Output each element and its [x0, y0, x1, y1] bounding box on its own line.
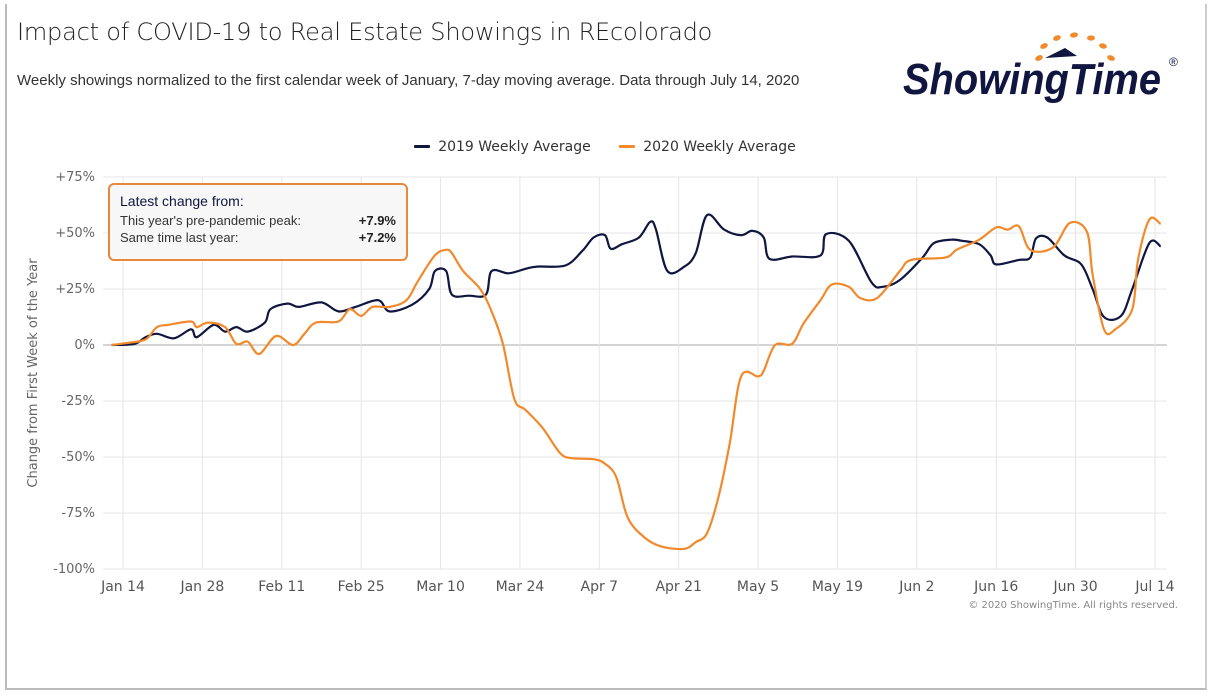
latest-change-label: Same time last year:	[120, 230, 239, 245]
x-tick-label: Jul 14	[1134, 579, 1174, 595]
x-tick-label: Apr 7	[581, 579, 619, 595]
y-tick-label: -75%	[61, 506, 95, 521]
x-tick-label: Jun 30	[1053, 579, 1098, 595]
legend-item-2020[interactable]: 2020 Weekly Average	[619, 139, 796, 155]
x-tick-label: Jun 2	[898, 579, 934, 595]
x-tick-label: Mar 10	[416, 579, 465, 595]
x-axis-labels: Jan 14 Jan 28 Feb 11 Feb 25 Mar 10 Mar 24 Apr …	[100, 579, 1175, 595]
latest-change-value: +7.9%	[358, 213, 396, 228]
copyright: © 2020 ShowingTime. All rights reserved.	[968, 600, 1178, 611]
logo-registered: ®	[1169, 55, 1178, 69]
x-tick-label: Feb 11	[258, 579, 305, 595]
logo-dots-icon	[1035, 32, 1115, 61]
y-axis-title: Change from First Week of the Year	[26, 258, 41, 488]
y-tick-label: +25%	[55, 282, 95, 297]
y-tick-label: +75%	[55, 170, 95, 185]
legend-label-2019: 2019 Weekly Average	[438, 138, 591, 155]
x-tick-label: Mar 24	[496, 579, 545, 595]
y-tick-label: -50%	[61, 450, 95, 465]
chart-title: Impact of COVID-19 to Real Estate Showin…	[17, 18, 713, 46]
x-tick-label: Jan 14	[100, 579, 145, 595]
legend-swatch-2019	[414, 145, 431, 148]
logo-text: ShowingTime	[903, 55, 1161, 104]
chart-frame	[5, 4, 1207, 690]
chart-legend: 2019 Weekly Average 2020 Weekly Average	[0, 136, 1210, 155]
series-line-2019	[111, 213, 1162, 347]
latest-change-row: This year's pre-pandemic peak: +7.9%	[120, 212, 396, 229]
legend-label-2020: 2020 Weekly Average	[643, 138, 796, 155]
latest-change-value: +7.2%	[358, 230, 396, 245]
legend-swatch-2020	[619, 145, 636, 148]
showingtime-logo: ShowingTime ®	[895, 22, 1185, 111]
x-tick-label: Jun 16	[973, 579, 1018, 595]
y-tick-label: -25%	[61, 394, 95, 409]
legend-item-2019[interactable]: 2019 Weekly Average	[414, 139, 591, 155]
latest-change-box: Latest change from: This year's pre-pand…	[108, 183, 408, 261]
latest-change-row: Same time last year: +7.2%	[120, 229, 396, 246]
chart-subtitle: Weekly showings normalized to the first …	[17, 72, 800, 89]
x-tick-label: Jan 28	[179, 579, 224, 595]
latest-change-label: This year's pre-pandemic peak:	[120, 213, 301, 228]
y-axis-labels: +75% +50% +25% 0% -25% -50% -75% -100%	[53, 170, 95, 577]
y-tick-label: -100%	[53, 562, 95, 577]
series-lines	[111, 213, 1162, 551]
x-tick-label: Apr 21	[655, 579, 701, 595]
x-tick-label: May 5	[737, 579, 779, 595]
latest-change-heading: Latest change from:	[120, 193, 244, 209]
y-tick-label: +50%	[55, 226, 95, 241]
y-tick-label: 0%	[74, 338, 95, 353]
x-tick-label: May 19	[812, 579, 863, 595]
series-line-2020	[111, 216, 1162, 551]
logo-needle-icon	[1045, 48, 1077, 58]
x-tick-label: Feb 25	[338, 579, 385, 595]
